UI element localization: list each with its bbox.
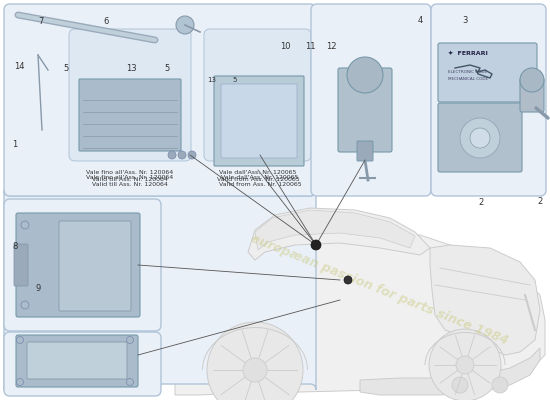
Text: 10: 10 (280, 42, 291, 51)
Circle shape (178, 151, 186, 159)
Circle shape (347, 57, 383, 93)
Text: 12: 12 (326, 42, 337, 51)
Circle shape (207, 322, 303, 400)
FancyBboxPatch shape (4, 332, 161, 396)
Circle shape (311, 240, 321, 250)
Text: 9: 9 (36, 284, 41, 293)
FancyBboxPatch shape (4, 199, 161, 331)
FancyBboxPatch shape (520, 78, 544, 112)
Circle shape (16, 336, 24, 344)
Polygon shape (360, 348, 540, 395)
Text: Vale dall'Ass. Nr. 120065
Valid from Ass. Nr. 120065: Vale dall'Ass. Nr. 120065 Valid from Ass… (217, 170, 299, 182)
Circle shape (452, 377, 468, 393)
Text: 2: 2 (538, 197, 543, 206)
Circle shape (344, 276, 352, 284)
Circle shape (16, 378, 24, 386)
FancyBboxPatch shape (16, 213, 140, 317)
FancyBboxPatch shape (221, 84, 297, 158)
FancyBboxPatch shape (338, 68, 392, 152)
FancyBboxPatch shape (79, 79, 181, 151)
Text: 5: 5 (63, 64, 69, 73)
Circle shape (492, 377, 508, 393)
Circle shape (460, 118, 500, 158)
Circle shape (188, 151, 196, 159)
Text: 5: 5 (164, 64, 169, 73)
Circle shape (176, 16, 194, 34)
FancyBboxPatch shape (431, 4, 546, 196)
Text: 6: 6 (103, 17, 109, 26)
Circle shape (126, 378, 134, 386)
Text: Vale fino all'Ass. Nr. 120064
Valid till Ass. Nr. 120064: Vale fino all'Ass. Nr. 120064 Valid till… (86, 170, 174, 182)
Text: ELECTRONIC CODE: ELECTRONIC CODE (448, 70, 487, 74)
FancyBboxPatch shape (311, 4, 431, 196)
Circle shape (470, 128, 490, 148)
FancyBboxPatch shape (14, 244, 28, 286)
FancyBboxPatch shape (27, 342, 127, 379)
Text: europæan passion for parts since 1984: europæan passion for parts since 1984 (250, 232, 510, 348)
Circle shape (21, 301, 29, 309)
Text: 13: 13 (207, 77, 216, 83)
Text: Vale dall'Ass. Nr. 120065
Valid from Ass. Nr. 120065: Vale dall'Ass. Nr. 120065 Valid from Ass… (219, 175, 301, 187)
FancyBboxPatch shape (214, 76, 304, 166)
Text: 4: 4 (418, 16, 424, 25)
FancyBboxPatch shape (4, 190, 316, 390)
Polygon shape (430, 245, 540, 355)
Text: 13: 13 (126, 64, 137, 73)
FancyBboxPatch shape (438, 43, 537, 102)
Text: 2: 2 (478, 198, 484, 207)
Text: Vale fino all'Ass. Nr. 120064
Valid till Ass. Nr. 120064: Vale fino all'Ass. Nr. 120064 Valid till… (86, 175, 174, 187)
FancyBboxPatch shape (69, 29, 191, 161)
FancyBboxPatch shape (4, 4, 316, 196)
Polygon shape (248, 208, 430, 260)
FancyBboxPatch shape (59, 221, 131, 311)
Circle shape (243, 358, 267, 382)
Circle shape (21, 221, 29, 229)
Polygon shape (175, 232, 545, 395)
Text: 3: 3 (462, 16, 468, 25)
Text: MECHANICAL CODE: MECHANICAL CODE (448, 77, 488, 81)
FancyBboxPatch shape (357, 141, 373, 161)
Polygon shape (255, 210, 415, 250)
Text: 5: 5 (232, 77, 236, 83)
FancyBboxPatch shape (16, 335, 138, 387)
Circle shape (126, 336, 134, 344)
Text: 11: 11 (305, 42, 316, 51)
Circle shape (520, 68, 544, 92)
Text: 1: 1 (12, 140, 18, 149)
Text: 14: 14 (14, 62, 24, 71)
Text: 8: 8 (12, 242, 18, 251)
FancyBboxPatch shape (204, 29, 311, 161)
Circle shape (429, 329, 501, 400)
Circle shape (456, 356, 474, 374)
Circle shape (168, 151, 176, 159)
Text: 7: 7 (39, 17, 44, 26)
FancyBboxPatch shape (438, 103, 522, 172)
Text: ✦  FERRARI: ✦ FERRARI (448, 51, 488, 56)
